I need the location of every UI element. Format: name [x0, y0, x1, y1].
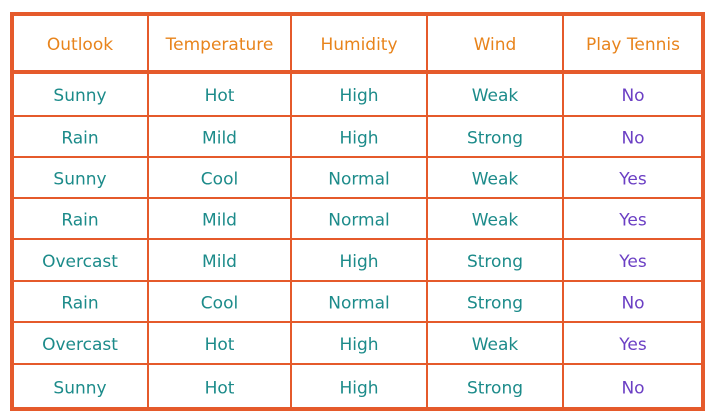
table-cell: Cool [201, 170, 238, 190]
table-cell: Rain [61, 211, 98, 231]
table-cell: Weak [472, 86, 519, 106]
table-cell: Weak [472, 170, 519, 190]
table-cell: Cool [201, 294, 238, 314]
header-cell: Humidity [320, 35, 397, 55]
table-cell: Rain [61, 129, 98, 149]
table-cell: Yes [618, 252, 647, 272]
table-cell: Hot [205, 86, 235, 106]
cells: Outlook Temperature Humidity Wind Play Tenni… [42, 35, 680, 399]
grid [12, 14, 703, 409]
table-cell: Hot [205, 335, 235, 355]
table-cell: Yes [618, 335, 647, 355]
table-cell: Mild [202, 129, 237, 149]
table-cell: No [621, 129, 644, 149]
table-cell: High [339, 252, 378, 272]
table-cell: No [621, 86, 644, 106]
table-cell: Sunny [53, 170, 106, 190]
table-cell: Strong [467, 252, 523, 272]
table-cell: Mild [202, 211, 237, 231]
table-cell: Normal [328, 170, 390, 190]
table-cell: High [339, 335, 378, 355]
table-cell: No [621, 294, 644, 314]
table-cell: Weak [472, 211, 519, 231]
table-cell: Yes [618, 170, 647, 190]
table-cell: Sunny [53, 86, 106, 106]
header-cell: Wind [474, 35, 517, 55]
header-cell: Outlook [47, 35, 113, 55]
table-cell: High [339, 129, 378, 149]
table-cell: Strong [467, 379, 523, 399]
table-cell: Overcast [42, 335, 118, 355]
table-cell: High [339, 379, 378, 399]
table-cell: Rain [61, 294, 98, 314]
table-border [10, 12, 705, 411]
header-cell: Temperature [165, 35, 274, 55]
table-cell: Yes [618, 211, 647, 231]
table-cell: Normal [328, 211, 390, 231]
table-cell: Strong [467, 129, 523, 149]
table-cell: Sunny [53, 379, 106, 399]
table-cell: Mild [202, 252, 237, 272]
table-cell: Strong [467, 294, 523, 314]
table-cell: Weak [472, 335, 519, 355]
table-cell: Normal [328, 294, 390, 314]
table-cell: Hot [205, 379, 235, 399]
table-cell: Overcast [42, 252, 118, 272]
table-cell: High [339, 86, 378, 106]
table-cell: No [621, 379, 644, 399]
header-cell: Play Tennis [586, 35, 680, 55]
